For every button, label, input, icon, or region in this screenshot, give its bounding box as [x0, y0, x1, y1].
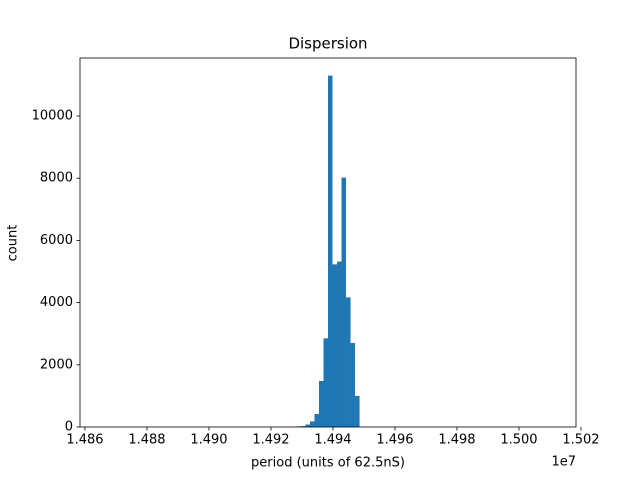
chart-title: Dispersion — [288, 35, 367, 53]
x-tick-label: 1.488 — [128, 433, 165, 448]
x-tick-label: 1.494 — [314, 433, 351, 448]
bar — [314, 413, 319, 427]
x-tick-label: 1.486 — [66, 433, 103, 448]
x-tick-label: 1.496 — [376, 433, 413, 448]
plot-frame — [79, 57, 577, 428]
x-axis-label: period (units of 62.5nS) — [251, 456, 405, 471]
y-tick-label: 4000 — [40, 295, 73, 310]
bar — [337, 261, 342, 427]
x-tick-label: 1.490 — [190, 433, 227, 448]
bar — [328, 75, 333, 428]
x-tick-label: 1.498 — [438, 433, 475, 448]
bar — [323, 338, 328, 427]
y-tick-label: 0 — [65, 420, 73, 435]
y-tick-label: 10000 — [32, 109, 73, 124]
bar — [350, 343, 356, 427]
y-tick-label: 8000 — [40, 171, 73, 186]
y-tick-label: 6000 — [40, 233, 73, 248]
x-tick-label: 1.502 — [562, 433, 599, 448]
bar — [355, 395, 360, 427]
x-tick-label: 1.500 — [500, 433, 537, 448]
bar — [332, 264, 338, 427]
x-offset-label: 1e7 — [551, 455, 576, 470]
x-tick-label: 1.492 — [252, 433, 289, 448]
y-axis-label: count — [6, 225, 21, 262]
bar — [318, 380, 324, 427]
bar — [341, 177, 347, 427]
bar — [300, 426, 306, 427]
bar — [305, 424, 310, 427]
y-tick-label: 2000 — [40, 357, 73, 372]
bar — [309, 421, 315, 427]
bar — [346, 297, 351, 427]
